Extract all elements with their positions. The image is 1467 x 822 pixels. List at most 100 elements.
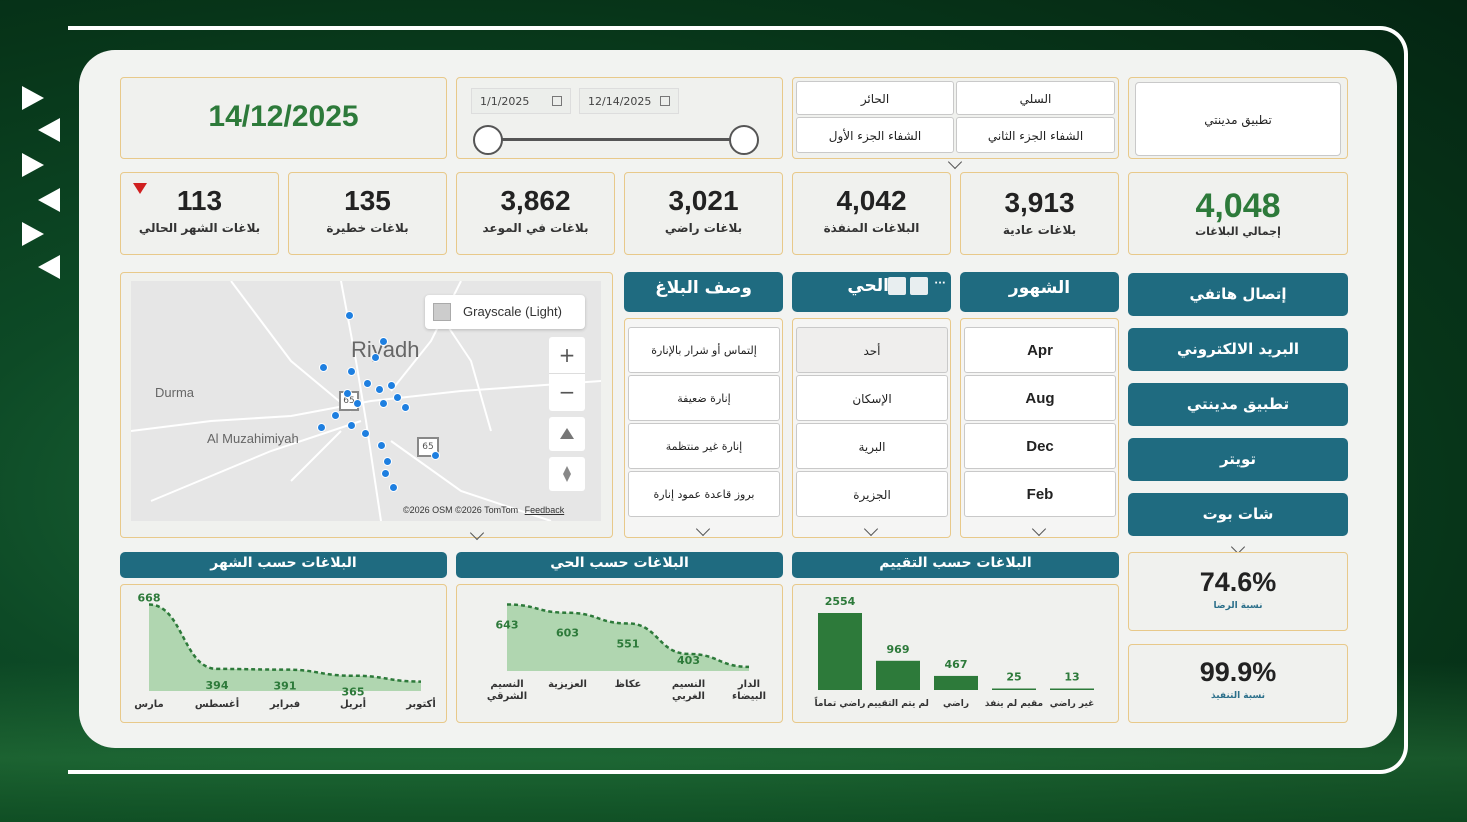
chevron-down-icon[interactable]: [1031, 521, 1047, 537]
compass-button[interactable]: [549, 457, 585, 491]
map-marker[interactable]: [387, 381, 396, 390]
kpi-card: 113 بلاغات الشهر الحالي: [120, 172, 279, 255]
data-label: 403: [677, 654, 700, 667]
map-marker[interactable]: [377, 441, 386, 450]
description-item[interactable]: بروز قاعدة عمود إنارة: [628, 471, 780, 517]
map-marker[interactable]: [375, 385, 384, 394]
kpi-label: بلاغات خطيرة: [326, 221, 409, 235]
x-tick-label: فبراير: [269, 699, 300, 710]
slider-handle-start[interactable]: [473, 125, 503, 155]
x-tick-label: الدار: [737, 679, 760, 690]
chart-month-svg: 668 394 391 365 مارس أغسطس فبراير أبريل أكتوبر: [134, 592, 436, 710]
platform-filter-item[interactable]: تطبيق مدينتي: [1135, 82, 1341, 156]
map-marker[interactable]: [361, 429, 370, 438]
x-tick-label: مارس: [134, 699, 164, 710]
zoom-in-button[interactable]: +: [549, 337, 585, 374]
month-item[interactable]: Dec: [964, 423, 1116, 469]
kpi-label: بلاغات الشهر الحالي: [138, 221, 261, 235]
district-filter-item[interactable]: الشفاء الجزء الثاني: [956, 117, 1115, 153]
map-style-label: Grayscale (Light): [463, 304, 562, 319]
bar: [934, 675, 978, 690]
x-tick-label: لم يتم التقييم: [867, 699, 929, 709]
district-filter-card: السلي الحائر الشفاء الجزء الثاني الشفاء …: [792, 77, 1119, 159]
map-marker[interactable]: [347, 367, 356, 376]
zoom-out-button[interactable]: −: [558, 380, 576, 404]
data-label: 603: [556, 627, 579, 640]
map-marker[interactable]: [431, 451, 440, 460]
place-label-muzahimiyah: Al Muzahimiyah: [207, 431, 299, 446]
district-item[interactable]: الجزيرة: [796, 471, 948, 517]
x-tick-label: مقيم لم ينفذ: [985, 699, 1043, 709]
map-marker[interactable]: [381, 469, 390, 478]
map-marker[interactable]: [379, 399, 388, 408]
slider-handle-end[interactable]: [729, 125, 759, 155]
district-filter-item[interactable]: الشفاء الجزء الأول: [796, 117, 954, 153]
map-marker[interactable]: [353, 399, 362, 408]
map-marker[interactable]: [319, 363, 328, 372]
x-tick-label: البيضاء: [732, 691, 766, 702]
map-marker[interactable]: [331, 411, 340, 420]
map-marker[interactable]: [317, 423, 326, 432]
district-slicer-title-text: الحي: [847, 276, 889, 296]
area-line: [506, 603, 750, 669]
x-tick-label: راضي: [943, 699, 969, 709]
tilt-button[interactable]: [549, 417, 585, 451]
end-date-field[interactable]: 12/14/2025: [579, 88, 679, 114]
x-tick-label: عكاظ: [615, 679, 642, 690]
map-marker[interactable]: [343, 389, 352, 398]
channel-button-app[interactable]: تطبيق مدينتي: [1128, 383, 1348, 426]
map-view[interactable]: Riyadh Durma Al Muzahimiyah 65 65 Graysc…: [131, 281, 601, 521]
channel-button-email[interactable]: البريد الالكتروني: [1128, 328, 1348, 371]
chart-rating-svg: 2554 راضي تماماً 969 لم يتم التقييم 467 راضي 2…: [814, 595, 1094, 709]
map-marker[interactable]: [379, 337, 388, 346]
clear-filter-icon[interactable]: [910, 277, 928, 295]
month-item[interactable]: Aug: [964, 375, 1116, 421]
month-item[interactable]: Apr: [964, 327, 1116, 373]
map-attribution: ©2026 OSM ©2026 TomTom Feedback: [403, 505, 564, 515]
kpi-card-total: 4,048 إجمالي البلاغات: [1128, 172, 1348, 255]
month-item[interactable]: Feb: [964, 471, 1116, 517]
channel-button-chatbot[interactable]: شات بوت: [1128, 493, 1348, 536]
district-item[interactable]: الإسكان: [796, 375, 948, 421]
chart-district: 643 603 551 403 النسيم الشرقي العزيزية عكاظ النس…: [456, 584, 783, 723]
district-filter-item[interactable]: الحائر: [796, 81, 954, 115]
satisfaction-value: 74.6%: [1199, 567, 1277, 597]
map-marker[interactable]: [345, 311, 354, 320]
calendar-icon: [660, 96, 670, 106]
description-item[interactable]: إلتماس أو شرار بالإنارة: [628, 327, 780, 373]
decorative-arrow: [22, 86, 44, 110]
channel-button-phone[interactable]: إتصال هاتفي: [1128, 273, 1348, 316]
feedback-link[interactable]: Feedback: [524, 505, 565, 515]
data-label: 551: [617, 637, 640, 650]
map-marker[interactable]: [401, 403, 410, 412]
map-marker[interactable]: [347, 421, 356, 430]
map-marker[interactable]: [371, 353, 380, 362]
satisfaction-card: 74.6% نسبة الرضا: [1128, 552, 1348, 631]
start-date-field[interactable]: 1/1/2025: [471, 88, 571, 114]
x-tick-label: النسيم: [672, 679, 705, 690]
platform-filter-card: تطبيق مدينتي: [1128, 77, 1348, 159]
bar: [818, 613, 862, 690]
more-options-icon[interactable]: ···: [934, 278, 946, 289]
map-marker[interactable]: [363, 379, 372, 388]
description-item[interactable]: إنارة ضعيفة: [628, 375, 780, 421]
chart-month: 668 394 391 365 مارس أغسطس فبراير أبريل أكتوبر: [120, 584, 447, 723]
kpi-value: 3,913: [1004, 187, 1075, 218]
district-item[interactable]: البرية: [796, 423, 948, 469]
description-item[interactable]: إنارة غير منتظمة: [628, 423, 780, 469]
date-range-slicer: 1/1/2025 12/14/2025: [456, 77, 783, 159]
satisfaction-label: نسبة الرضا: [1213, 601, 1263, 611]
map-style-switcher[interactable]: Grayscale (Light): [425, 295, 585, 329]
kpi-value: 4,042: [836, 185, 907, 216]
filter-icon[interactable]: [888, 277, 906, 295]
map-marker[interactable]: [383, 457, 392, 466]
channel-button-twitter[interactable]: تويتر: [1128, 438, 1348, 481]
kpi-card: 3,913 بلاغات عادية: [960, 172, 1119, 255]
chevron-down-icon[interactable]: [695, 521, 711, 537]
chevron-down-icon[interactable]: [863, 521, 879, 537]
map-marker[interactable]: [393, 393, 402, 402]
x-tick-label: أغسطس: [195, 697, 239, 710]
district-filter-item[interactable]: السلي: [956, 81, 1115, 115]
map-marker[interactable]: [389, 483, 398, 492]
district-item[interactable]: أحد: [796, 327, 948, 373]
